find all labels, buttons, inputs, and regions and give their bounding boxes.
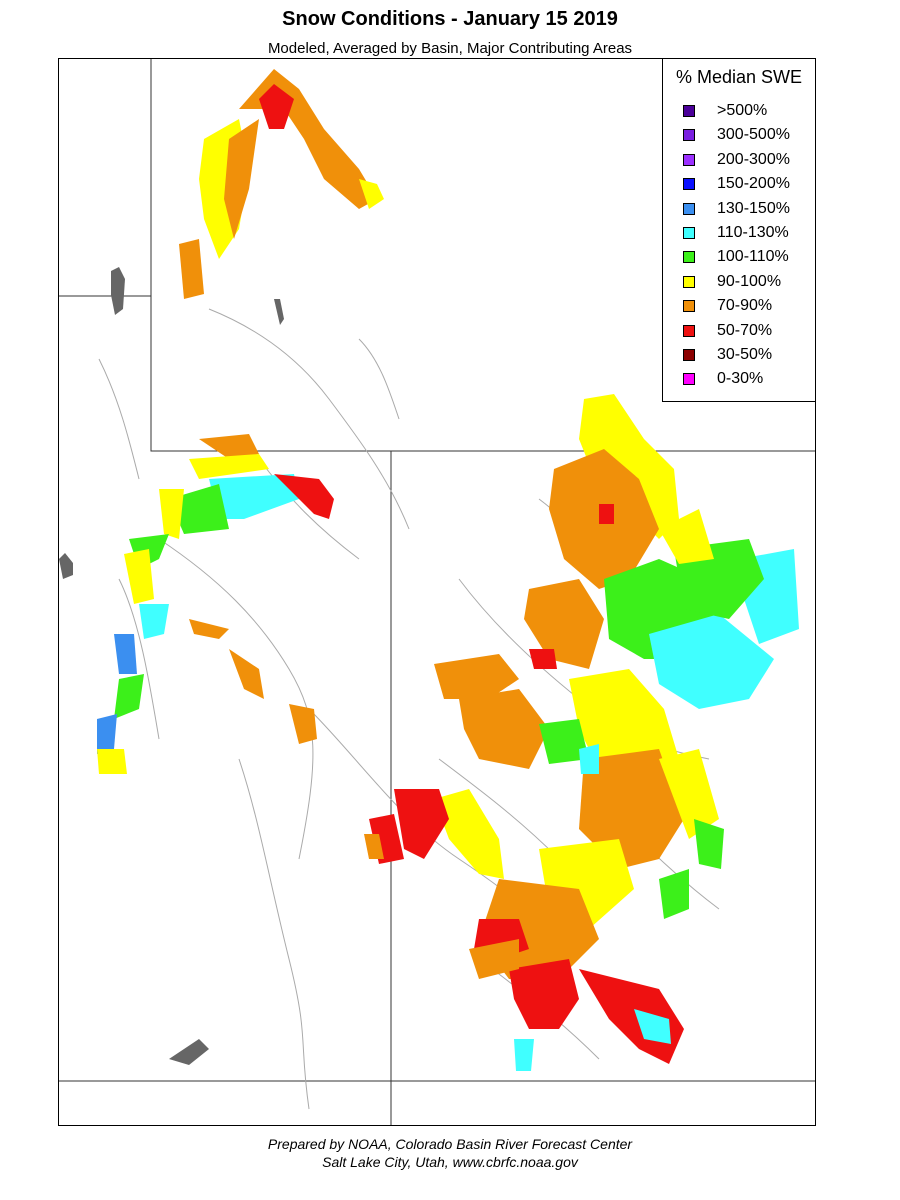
basin-south-yellow bbox=[434, 789, 504, 879]
basin-east-orange-w bbox=[434, 654, 519, 699]
legend-item: >500% bbox=[683, 101, 767, 121]
basin-east-green-se2 bbox=[694, 819, 724, 869]
legend-label: 150-200% bbox=[717, 175, 790, 193]
basin-east-orange-c bbox=[459, 689, 549, 769]
basin-north-orange-w bbox=[224, 119, 259, 239]
legend-swatch bbox=[683, 202, 695, 215]
basin-central-red bbox=[274, 474, 334, 519]
basin-central-cyan bbox=[209, 474, 299, 519]
basin-east-yellow-ne bbox=[659, 509, 714, 564]
basin-south-cyan bbox=[634, 1009, 671, 1044]
footer-credit: Prepared by NOAA, Colorado Basin River F… bbox=[267, 1136, 633, 1152]
legend-label: 30-50% bbox=[717, 346, 773, 363]
basin-south-red4 bbox=[509, 959, 579, 1029]
legend-title: % Median SWE bbox=[675, 67, 803, 87]
basin-north-orange-sw bbox=[179, 239, 204, 299]
basin-south-orange3 bbox=[469, 939, 519, 979]
legend-item: 0-30% bbox=[683, 369, 763, 389]
basin-south-red bbox=[394, 789, 449, 859]
legend-label: 0-30% bbox=[717, 370, 764, 388]
basin-east-yellow bbox=[579, 394, 679, 539]
basin-west-blue2 bbox=[97, 714, 117, 754]
legend-item: 300-500% bbox=[683, 125, 790, 145]
legend-swatch bbox=[683, 105, 695, 117]
legend-item: 50-70% bbox=[683, 321, 772, 341]
snow-basins bbox=[97, 69, 799, 1071]
map-subtitle: Modeled, Averaged by Basin, Major Contri… bbox=[267, 40, 633, 57]
legend-swatch bbox=[683, 153, 695, 166]
legend-label: 300-500% bbox=[717, 126, 790, 144]
basin-north-orange bbox=[239, 69, 377, 209]
basin-west-green2 bbox=[114, 674, 144, 719]
basin-east-cyan bbox=[649, 614, 774, 709]
legend-label: 90-100% bbox=[717, 272, 782, 290]
basin-south-red5 bbox=[579, 969, 684, 1064]
basin-central-orange bbox=[199, 434, 259, 459]
legend-item: 150-200% bbox=[683, 174, 790, 194]
legend-swatch bbox=[683, 349, 695, 361]
basin-east-green-se bbox=[659, 869, 689, 919]
basin-east-cyan-small bbox=[579, 744, 599, 774]
legend-swatch bbox=[683, 324, 695, 337]
basin-west-orange2 bbox=[229, 649, 264, 699]
legend-item: 90-100% bbox=[683, 272, 781, 292]
legend-item: 130-150% bbox=[683, 199, 790, 219]
water-bodies bbox=[59, 267, 284, 1065]
legend-swatch bbox=[683, 275, 695, 288]
legend-label: 70-90% bbox=[717, 297, 773, 315]
legend-label: 50-70% bbox=[717, 321, 773, 339]
basin-east-yellow-s bbox=[659, 749, 719, 839]
legend-item: 200-300% bbox=[683, 150, 790, 170]
map-canvas bbox=[59, 59, 815, 1125]
legend-item: 30-50% bbox=[683, 345, 772, 365]
basin-west-yellow bbox=[124, 549, 154, 604]
legend-label: >500% bbox=[717, 102, 768, 119]
basin-west-cyan bbox=[139, 604, 169, 639]
basin-central-yellow-w bbox=[159, 489, 184, 539]
legend-swatch bbox=[683, 129, 695, 142]
basin-east-red bbox=[599, 504, 614, 524]
basin-west-orange bbox=[189, 619, 229, 639]
legend-swatch bbox=[683, 178, 695, 191]
legend-label: 200-300% bbox=[717, 150, 790, 168]
footer-location: Salt Lake City, Utah, www.cbrfc.noaa.gov bbox=[322, 1154, 578, 1170]
state-boundaries bbox=[59, 59, 815, 1125]
basin-north-yellow-e bbox=[359, 179, 384, 209]
basin-east-green-c bbox=[539, 719, 589, 764]
basin-east-orange-s bbox=[579, 749, 684, 869]
basin-central-green bbox=[169, 484, 229, 534]
basin-central-yellow bbox=[189, 454, 269, 479]
legend-item: 110-130% bbox=[683, 223, 789, 243]
basin-south-orange bbox=[364, 834, 384, 859]
basin-west-blue bbox=[114, 634, 137, 674]
legend-item: 100-110% bbox=[683, 247, 789, 267]
basin-north-red bbox=[259, 84, 294, 129]
legend-label: 100-110% bbox=[717, 248, 789, 266]
basin-east-red-small bbox=[529, 649, 557, 669]
basin-east-orange2 bbox=[524, 579, 604, 669]
basin-south-cyan2 bbox=[514, 1039, 534, 1071]
legend: % Median SWE >500% 300-500% 200-300% 150-20… bbox=[662, 58, 816, 402]
legend-swatch bbox=[683, 373, 695, 386]
legend-label: 110-130% bbox=[717, 224, 789, 241]
legend-swatch bbox=[683, 227, 695, 239]
basin-west-yellow2 bbox=[97, 749, 127, 774]
legend-label: 130-150% bbox=[717, 199, 790, 217]
legend-item: 70-90% bbox=[683, 296, 772, 316]
basin-west-orange3 bbox=[289, 704, 317, 744]
legend-swatch bbox=[683, 251, 695, 264]
legend-swatch bbox=[683, 300, 695, 313]
map-title: Snow Conditions - January 15 2019 bbox=[282, 8, 618, 30]
